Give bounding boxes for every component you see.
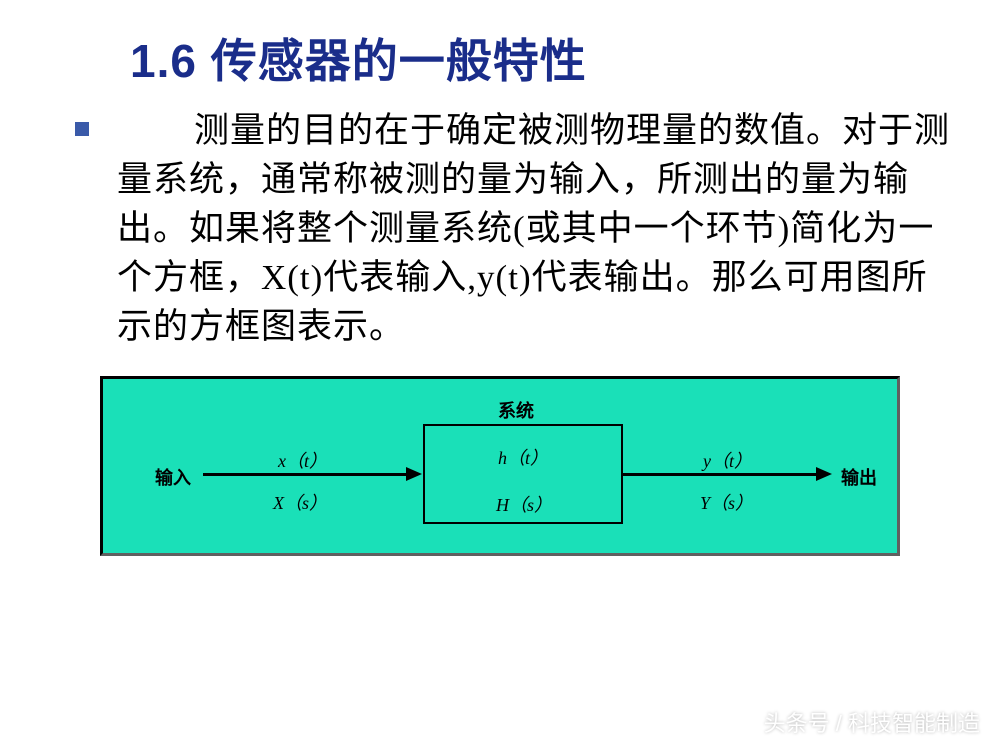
output-arrow-line (623, 473, 818, 476)
output-y-s: Y（s） (700, 489, 753, 515)
watermark: 头条号 / 科技智能制造 (730, 706, 980, 738)
body-paragraph: 测量的目的在于确定被测物理量的数值。对于测量系统，通常称被测的量为输入，所测出的… (117, 106, 960, 351)
slide: 1.6 传感器的一般特性 测量的目的在于确定被测物理量的数值。对于测量系统，通常… (0, 0, 1000, 750)
input-arrow-line (203, 473, 408, 476)
output-arrow-head (816, 467, 832, 481)
body-area: 测量的目的在于确定被测物理量的数值。对于测量系统，通常称被测的量为输入，所测出的… (40, 106, 960, 351)
watermark-text: 头条号 / 科技智能制造 (764, 706, 980, 738)
input-x-t: x（t） (278, 447, 327, 473)
watermark-logo-icon (730, 709, 756, 735)
section-title: 1.6 传感器的一般特性 (130, 25, 960, 91)
output-label: 输出 (841, 464, 877, 490)
input-arrow-head (406, 467, 422, 481)
input-x-s: X（s） (273, 489, 327, 515)
input-label: 输入 (155, 464, 191, 490)
system-label: 系统 (498, 397, 534, 423)
diagram-container: 系统 h（t） H（s） 输入 x（t） X（s） 输出 y（t） Y（s） (100, 376, 900, 556)
sys-h-t: h（t） (498, 444, 548, 470)
block-diagram: 系统 h（t） H（s） 输入 x（t） X（s） 输出 y（t） Y（s） (100, 376, 900, 556)
sys-h-s: H（s） (496, 491, 552, 517)
bullet-icon (75, 122, 89, 136)
output-y-t: y（t） (703, 447, 752, 473)
